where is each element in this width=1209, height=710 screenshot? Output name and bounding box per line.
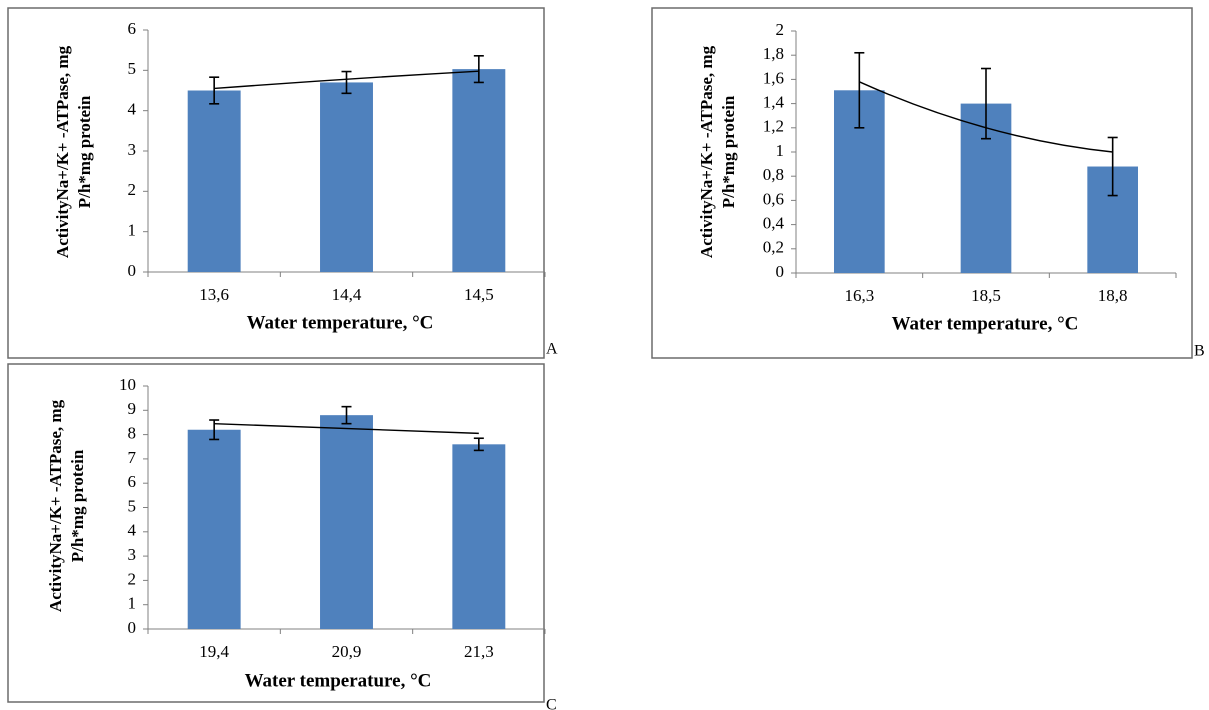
chart-b-y-tick-label: 2 — [776, 20, 785, 39]
chart-a-error-bar-2 — [341, 70, 352, 95]
chart-panel-c: 0 1 2 3 4 5 6 7 8 9 10 19,4 20,9 21,3 ActivityNa+/K+ … — [0, 360, 600, 710]
chart-a-y-tick-label: 3 — [128, 140, 137, 159]
chart-c-y-tick-label: 2 — [128, 569, 137, 588]
chart-c-y-tick-label: 6 — [128, 472, 137, 491]
chart-b-panel-letter: B — [1194, 343, 1205, 360]
chart-a-ylabel-line1: ActivityNa+/K+ -ATPase, mg — [53, 45, 72, 258]
chart-b-y-tick-label: 1,2 — [763, 117, 784, 136]
chart-b-x-tick-label: 18,8 — [1098, 286, 1128, 305]
chart-c-error-bar-1 — [209, 419, 220, 441]
chart-c-bar-1 — [187, 429, 241, 629]
chart-panel-b: 0 0,2 0,4 0,6 0,8 1 1,2 1,4 1,6 1,8 2 16,3 18,5 18,8 … — [640, 0, 1209, 370]
chart-b-x-tick-label: 16,3 — [844, 286, 874, 305]
chart-a-svg: 0 1 2 3 4 5 6 13,6 14,4 14,5 ActivityNa+/K+ -ATPa… — [7, 7, 558, 359]
chart-b-x-tick-label: 18,5 — [971, 286, 1001, 305]
chart-c-svg: 0 1 2 3 4 5 6 7 8 9 10 19,4 20,9 21,3 ActivityNa+/K+ … — [7, 363, 557, 710]
chart-a-y-tick-label: 0 — [128, 261, 137, 280]
chart-a-x-tick-label: 14,4 — [332, 285, 362, 304]
chart-b-y-tick-label: 0 — [776, 262, 785, 281]
chart-c-panel-letter: C — [546, 697, 557, 710]
chart-a-ylabel-line2: P/h*mg protein — [75, 95, 94, 208]
chart-a-y-tick-label: 2 — [128, 180, 137, 199]
chart-c-error-bar-2 — [341, 405, 352, 425]
chart-a-y-tick-label: 4 — [128, 100, 137, 119]
chart-c-x-tick-label: 20,9 — [332, 642, 362, 661]
chart-b-y-tick-label: 0,4 — [763, 214, 785, 233]
chart-b-ylabel-line2: P/h*mg protein — [719, 95, 738, 208]
chart-panel-a: 0 1 2 3 4 5 6 13,6 14,4 14,5 ActivityNa+/K+ -ATPa… — [0, 0, 600, 370]
chart-b-y-tick-label: 1,4 — [763, 93, 785, 112]
chart-a-bar-2 — [320, 82, 373, 272]
chart-c-y-tick-label: 0 — [128, 618, 137, 637]
chart-c-xlabel: Water temperature, °C — [245, 670, 432, 691]
chart-c-y-tick-label: 8 — [128, 424, 137, 443]
chart-a-error-bar-3 — [473, 55, 484, 84]
chart-b-ylabel-line1: ActivityNa+/K+ -ATPase, mg — [697, 45, 716, 258]
chart-b-y-tick-label: 0,6 — [763, 189, 784, 208]
chart-a-bar-3 — [452, 69, 506, 272]
chart-b-xlabel: Water temperature, °C — [892, 313, 1079, 334]
chart-a-x-tick-label: 13,6 — [199, 285, 229, 304]
chart-c-ylabel-line2: P/h*mg protein — [68, 449, 87, 562]
chart-b-y-tick-label: 1,8 — [763, 44, 784, 63]
chart-b-y-tick-label: 1,6 — [763, 68, 784, 87]
chart-b-y-tick-label: 0,8 — [763, 165, 784, 184]
chart-b-error-bar-1 — [854, 51, 865, 129]
chart-a-xlabel: Water temperature, °C — [247, 312, 434, 333]
chart-a-error-bar-1 — [209, 76, 220, 105]
chart-c-y-tick-label: 7 — [128, 448, 137, 467]
chart-c-error-bar-3 — [473, 437, 484, 452]
chart-a-panel-letter: A — [546, 341, 558, 358]
chart-c-bar-3 — [452, 444, 506, 629]
chart-b-y-tick-label: 0,2 — [763, 238, 784, 257]
chart-b-error-bar-3 — [1107, 136, 1118, 197]
chart-a-bar-1 — [187, 90, 241, 272]
chart-a-x-tick-label: 14,5 — [464, 285, 494, 304]
chart-c-y-tick-label: 5 — [128, 496, 137, 515]
chart-a-y-tick-label: 5 — [128, 59, 137, 78]
chart-a-y-tick-label: 6 — [128, 19, 137, 38]
chart-b-error-bar-2 — [981, 67, 991, 140]
chart-c-y-tick-label: 4 — [128, 521, 137, 540]
chart-c-x-tick-label: 19,4 — [199, 642, 229, 661]
chart-b-y-tick-label: 1 — [776, 141, 785, 160]
chart-c-bar-2 — [320, 415, 373, 629]
chart-c-y-tick-label: 3 — [128, 545, 137, 564]
chart-a-y-tick-label: 1 — [128, 221, 137, 240]
chart-c-y-tick-label: 10 — [119, 375, 136, 394]
chart-c-x-tick-label: 21,3 — [464, 642, 494, 661]
chart-c-trend-line — [214, 422, 479, 435]
chart-c-y-tick-label: 1 — [128, 594, 137, 613]
chart-c-y-tick-label: 9 — [128, 399, 137, 418]
chart-c-ylabel-line1: ActivityNa+/K+ -ATPase, mg — [46, 399, 65, 612]
